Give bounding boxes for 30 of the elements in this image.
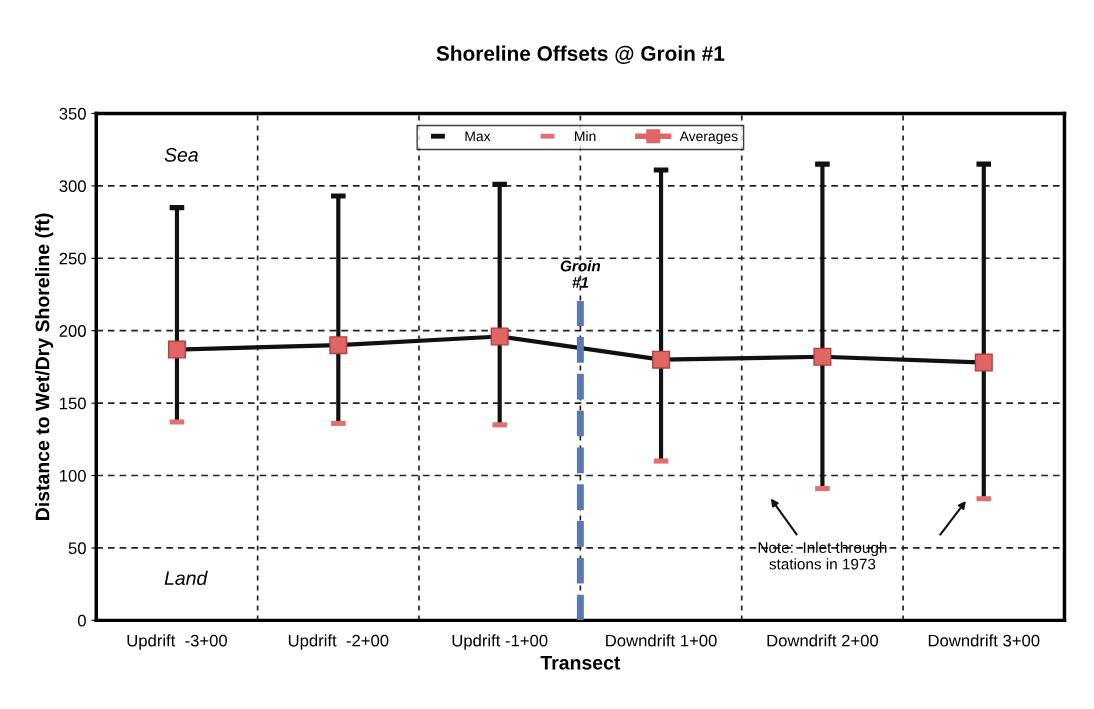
y-tick-label: 300 bbox=[59, 180, 86, 193]
x-tick-label: Updrift -1+00 bbox=[452, 634, 548, 650]
x-tick-label: Downdrift 3+00 bbox=[928, 634, 1040, 647]
point bbox=[813, 347, 832, 366]
point bbox=[329, 336, 348, 355]
y-tick-label: 150 bbox=[60, 397, 86, 410]
x-axis-title: Transect bbox=[540, 656, 621, 670]
x-tick-label: Downdrift 2+00 bbox=[767, 634, 879, 647]
y-tick-label: 50 bbox=[68, 542, 86, 555]
point bbox=[167, 340, 186, 359]
chart-title: Shoreline Offsets @ Groin #1 bbox=[436, 45, 725, 64]
x-tick-label: Updrift -3+00 bbox=[127, 634, 228, 650]
y-tick-label: 100 bbox=[60, 469, 86, 482]
annotation: Sea bbox=[164, 147, 198, 162]
y-tick-label: 0 bbox=[77, 614, 86, 627]
point bbox=[974, 353, 993, 372]
point bbox=[652, 350, 671, 369]
legend-label: Min bbox=[575, 131, 596, 142]
y-tick-label: 250 bbox=[59, 252, 86, 265]
x-tick-label: Updrift -2+00 bbox=[288, 634, 389, 650]
annotation: Groin #1 bbox=[560, 260, 601, 288]
legend-label: Averages bbox=[679, 131, 738, 144]
annotation: Note: Inlet through stations in 1973 bbox=[758, 541, 887, 570]
x-tick-label: Downdrift 1+00 bbox=[606, 634, 717, 647]
y-tick-label: 350 bbox=[59, 107, 86, 120]
y-tick-label: 200 bbox=[59, 325, 86, 337]
point bbox=[490, 327, 509, 346]
annotation: Land bbox=[164, 570, 208, 586]
legend-label: Max bbox=[465, 131, 491, 142]
y-axis-title: Distance to Wet/Dry Shoreline (ft) bbox=[35, 213, 54, 520]
